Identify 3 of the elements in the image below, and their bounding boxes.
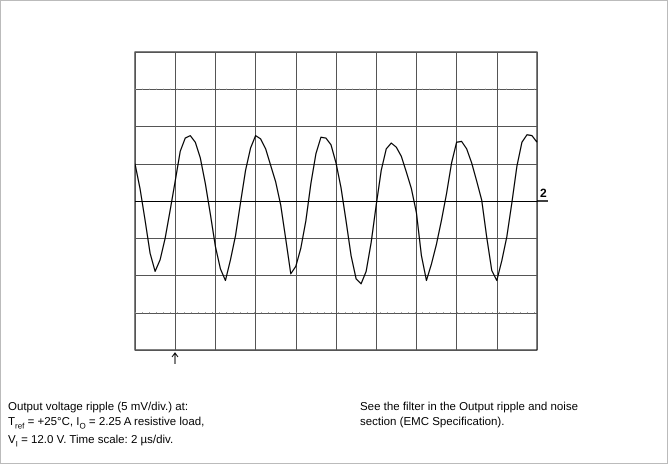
text: See the filter in the Output ripple and noise section (EMC Specification). xyxy=(360,400,578,429)
text: Output voltage ripple (5 mV/div.) at: T$_{ref}$ = +25°C, I$_{O}$ = 2.25 A resistive load, V$_{I}$ = 12.0 V. Time scale: 2 µs/div. xyxy=(8,401,204,449)
text: 2 xyxy=(540,186,547,200)
